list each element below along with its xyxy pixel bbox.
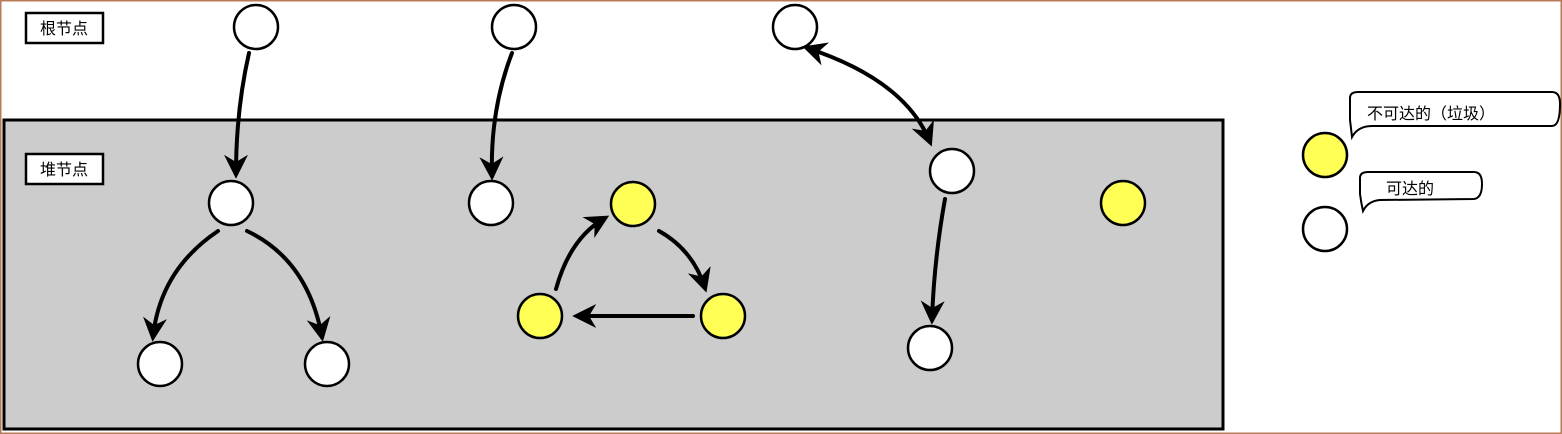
root-node (232, 3, 280, 51)
root-label: 根节点 (24, 11, 105, 45)
unreachable-node (516, 292, 564, 340)
arrow-heap1-to-right-child (245, 229, 331, 342)
reachable-heap-nodes (136, 147, 976, 388)
reachable-node (906, 324, 954, 372)
arrow-cycle-left-to-top (554, 215, 610, 291)
arrow-root2-to-heap2 (479, 51, 514, 181)
legend-unreachable-bubble (1349, 91, 1562, 141)
root-label-text: 根节点 (40, 19, 88, 38)
heap-region (2, 118, 1225, 431)
root-label-box (24, 11, 105, 45)
legend-reachable-node (1301, 205, 1349, 253)
legend-reachable-bubble (1359, 171, 1484, 214)
arrow-root3-heap3-bidirectional (802, 42, 934, 147)
heap-label: 堆节点 (24, 152, 105, 186)
legend-reachable-text: 可达的 (1386, 179, 1434, 198)
legend-unreachable-text: 不可达的（垃圾） (1367, 104, 1495, 123)
arrow-root1-to-heap1 (224, 51, 251, 179)
reference-arrows (143, 42, 947, 342)
root-nodes (232, 3, 819, 51)
reachable-node (467, 179, 515, 227)
unreachable-node (609, 180, 657, 228)
heap-label-box (24, 152, 105, 186)
root-node (490, 3, 538, 51)
arrow-cycle-top-to-right (657, 229, 711, 293)
arrow-heap3-to-child (920, 197, 947, 325)
unreachable-node (699, 292, 747, 340)
root-node (771, 3, 819, 51)
reachable-node (303, 340, 351, 388)
reachable-node (136, 340, 184, 388)
unreachable-heap-nodes (516, 179, 1147, 340)
legend: 不可达的（垃圾） 可达的 (1301, 91, 1562, 253)
heap-label-text: 堆节点 (40, 160, 88, 179)
reachable-node (207, 179, 255, 227)
arrow-heap1-to-left-child (143, 229, 220, 342)
reachable-node (928, 147, 976, 195)
unreachable-node (1099, 179, 1147, 227)
legend-unreachable-node (1301, 131, 1349, 179)
